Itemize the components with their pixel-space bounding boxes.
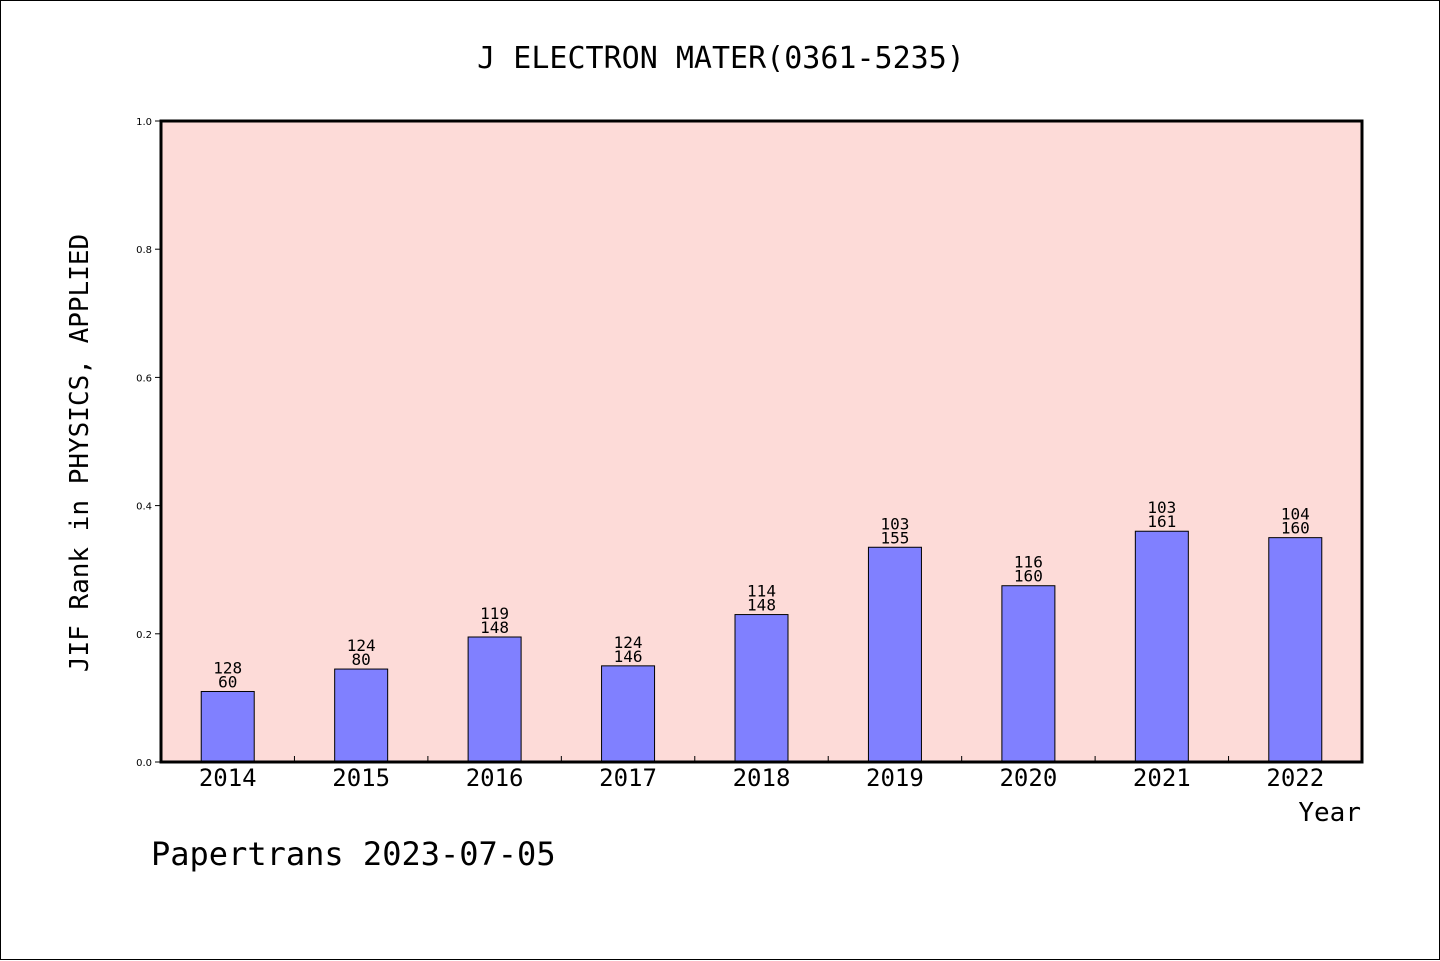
bar-label-bottom-2022: 160 bbox=[1281, 519, 1310, 538]
x-tick-label-2018: 2018 bbox=[733, 764, 791, 792]
x-tick-label-2014: 2014 bbox=[199, 764, 257, 792]
bar-2019 bbox=[867, 546, 922, 763]
x-tick-label-2020: 2020 bbox=[999, 764, 1057, 792]
bar-label-bottom-2017: 146 bbox=[614, 647, 643, 666]
bar-label-bottom-2019: 155 bbox=[880, 528, 909, 547]
x-tick-label-2022: 2022 bbox=[1266, 764, 1324, 792]
bar-label-top-2019: 103 bbox=[880, 514, 909, 533]
bar-2014 bbox=[200, 690, 255, 763]
y-axis: 0.0 0.2 0.4 0.6 0.8 1.0 bbox=[136, 117, 161, 769]
y-tick-label-4: 0.8 bbox=[136, 245, 152, 256]
x-tick-label-2019: 2019 bbox=[866, 764, 924, 792]
bar-label-top-2021: 103 bbox=[1147, 498, 1176, 517]
bar-2018 bbox=[734, 614, 789, 763]
bar-2016 bbox=[467, 636, 522, 763]
bar-2022 bbox=[1268, 537, 1323, 763]
y-tick-label-3: 0.6 bbox=[136, 373, 152, 384]
y-axis-label: JIF Rank in PHYSICS, APPLIED bbox=[65, 234, 95, 672]
x-tick-label-2021: 2021 bbox=[1133, 764, 1191, 792]
bar-label-bottom-2018: 148 bbox=[747, 596, 776, 615]
y-tick-label-1: 0.2 bbox=[136, 630, 152, 641]
bar-label-bottom-2014: 60 bbox=[218, 672, 237, 691]
bar-label-bottom-2021: 161 bbox=[1147, 512, 1176, 531]
bar-2021 bbox=[1134, 530, 1189, 763]
x-tick-label-2017: 2017 bbox=[599, 764, 657, 792]
bar-2017 bbox=[601, 665, 656, 763]
bar-2015 bbox=[334, 668, 389, 763]
bar-label-top-2016: 119 bbox=[480, 604, 509, 623]
bar-label-top-2018: 114 bbox=[747, 582, 776, 601]
bar-label-bottom-2016: 148 bbox=[480, 618, 509, 637]
x-axis: 2014 2015 2016 2017 2018 2019 2020 2021 2022 bbox=[199, 756, 1324, 792]
bar-2020 bbox=[1001, 585, 1056, 763]
bar-label-top-2017: 124 bbox=[614, 633, 643, 652]
plot-border bbox=[159, 119, 1364, 764]
bar-label-top-2014: 128 bbox=[213, 658, 242, 677]
y-tick-label-2: 0.4 bbox=[136, 502, 152, 513]
bar-label-top-2020: 116 bbox=[1014, 553, 1043, 572]
bars bbox=[200, 530, 1323, 763]
x-axis-label: Year bbox=[1298, 798, 1361, 828]
bar-label-top-2022: 104 bbox=[1281, 505, 1310, 524]
x-tick-label-2015: 2015 bbox=[332, 764, 390, 792]
y-tick-label-0: 0.0 bbox=[136, 758, 152, 769]
bar-label-bottom-2020: 160 bbox=[1014, 567, 1043, 586]
bar-labels: 1286012480119148124146114148103155116160… bbox=[213, 498, 1309, 691]
x-tick-label-2016: 2016 bbox=[466, 764, 524, 792]
y-tick-label-5: 1.0 bbox=[136, 117, 152, 128]
footer-text: Papertrans 2023-07-05 bbox=[151, 835, 556, 873]
chart-title: J ELECTRON MATER(0361-5235) bbox=[477, 41, 965, 76]
bar-label-top-2015: 124 bbox=[347, 636, 376, 655]
bar-label-bottom-2015: 80 bbox=[352, 650, 371, 669]
